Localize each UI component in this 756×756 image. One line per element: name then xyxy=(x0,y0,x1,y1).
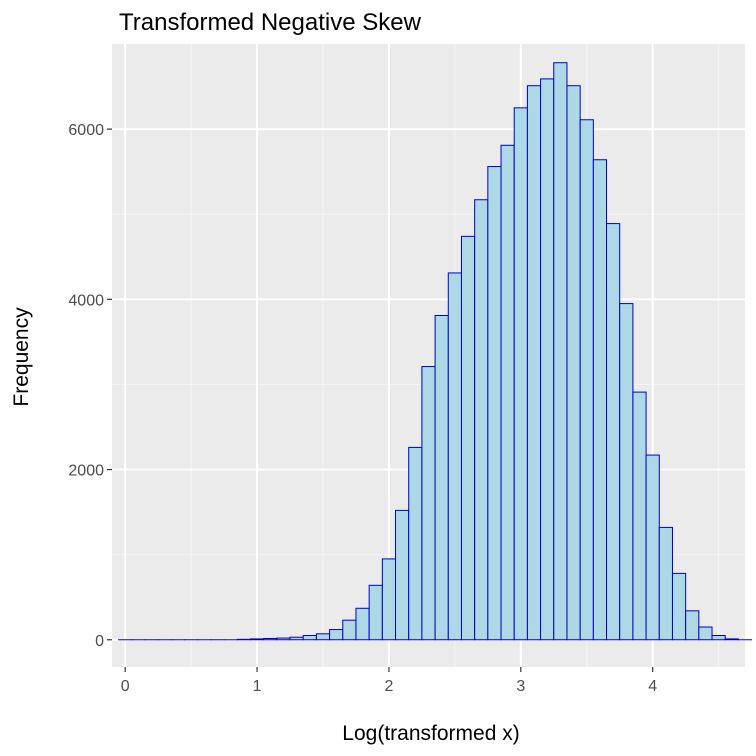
histogram-bar xyxy=(302,635,317,641)
histogram-bar xyxy=(645,454,660,641)
histogram-bars xyxy=(118,62,753,641)
x-axis-title: Log(transformed x) xyxy=(342,722,519,745)
histogram-bar xyxy=(685,610,700,641)
histogram-bar xyxy=(592,159,608,641)
y-tick-label: 0 xyxy=(95,633,104,650)
histogram-bar xyxy=(289,636,304,641)
chart-title: Transformed Negative Skew xyxy=(119,9,422,36)
y-axis-ticks: 0 2000 4000 6000 xyxy=(68,122,112,650)
histogram-bar xyxy=(276,637,291,641)
histogram-bar xyxy=(474,199,489,641)
x-tick-label: 3 xyxy=(516,678,525,695)
histogram-bar xyxy=(368,584,383,641)
histogram-bar xyxy=(487,166,502,641)
histogram-bar xyxy=(329,629,344,641)
histogram-bar xyxy=(711,635,726,641)
x-tick-label: 4 xyxy=(648,678,657,695)
histogram-bar xyxy=(606,223,621,641)
x-tick-label: 1 xyxy=(253,678,262,695)
histogram-bar xyxy=(381,558,397,641)
y-axis-title: Frequency xyxy=(10,307,33,407)
x-tick-label: 0 xyxy=(121,678,130,695)
histogram-bar xyxy=(658,526,673,641)
histogram-bar xyxy=(421,366,436,641)
histogram-bar xyxy=(540,78,555,641)
histogram-bar xyxy=(460,235,476,641)
histogram-bar xyxy=(671,572,687,641)
histogram-bar xyxy=(434,314,449,641)
x-axis-ticks: 0 1 2 3 4 xyxy=(121,667,657,695)
histogram-bar xyxy=(315,633,331,641)
histogram-bar xyxy=(619,303,634,641)
y-tick-label: 4000 xyxy=(68,292,104,309)
histogram-bar xyxy=(263,637,278,641)
histogram-bar xyxy=(408,446,423,641)
histogram-bar xyxy=(342,619,357,641)
histogram-bar xyxy=(632,391,647,641)
histogram-bar xyxy=(500,144,515,641)
y-tick-label: 6000 xyxy=(68,122,104,139)
histogram-bar xyxy=(566,85,581,641)
y-tick-label: 2000 xyxy=(68,463,104,480)
histogram-bar xyxy=(513,107,528,641)
histogram-bar xyxy=(698,626,713,641)
histogram-bar xyxy=(447,272,462,641)
x-tick-label: 2 xyxy=(384,678,393,695)
histogram-bar xyxy=(579,119,594,641)
histogram-bar xyxy=(526,85,542,641)
histogram-bar xyxy=(395,509,410,641)
histogram-bar xyxy=(355,607,370,641)
histogram-bar xyxy=(724,638,739,641)
histogram-bar xyxy=(249,638,265,641)
histogram-bar xyxy=(553,62,568,641)
